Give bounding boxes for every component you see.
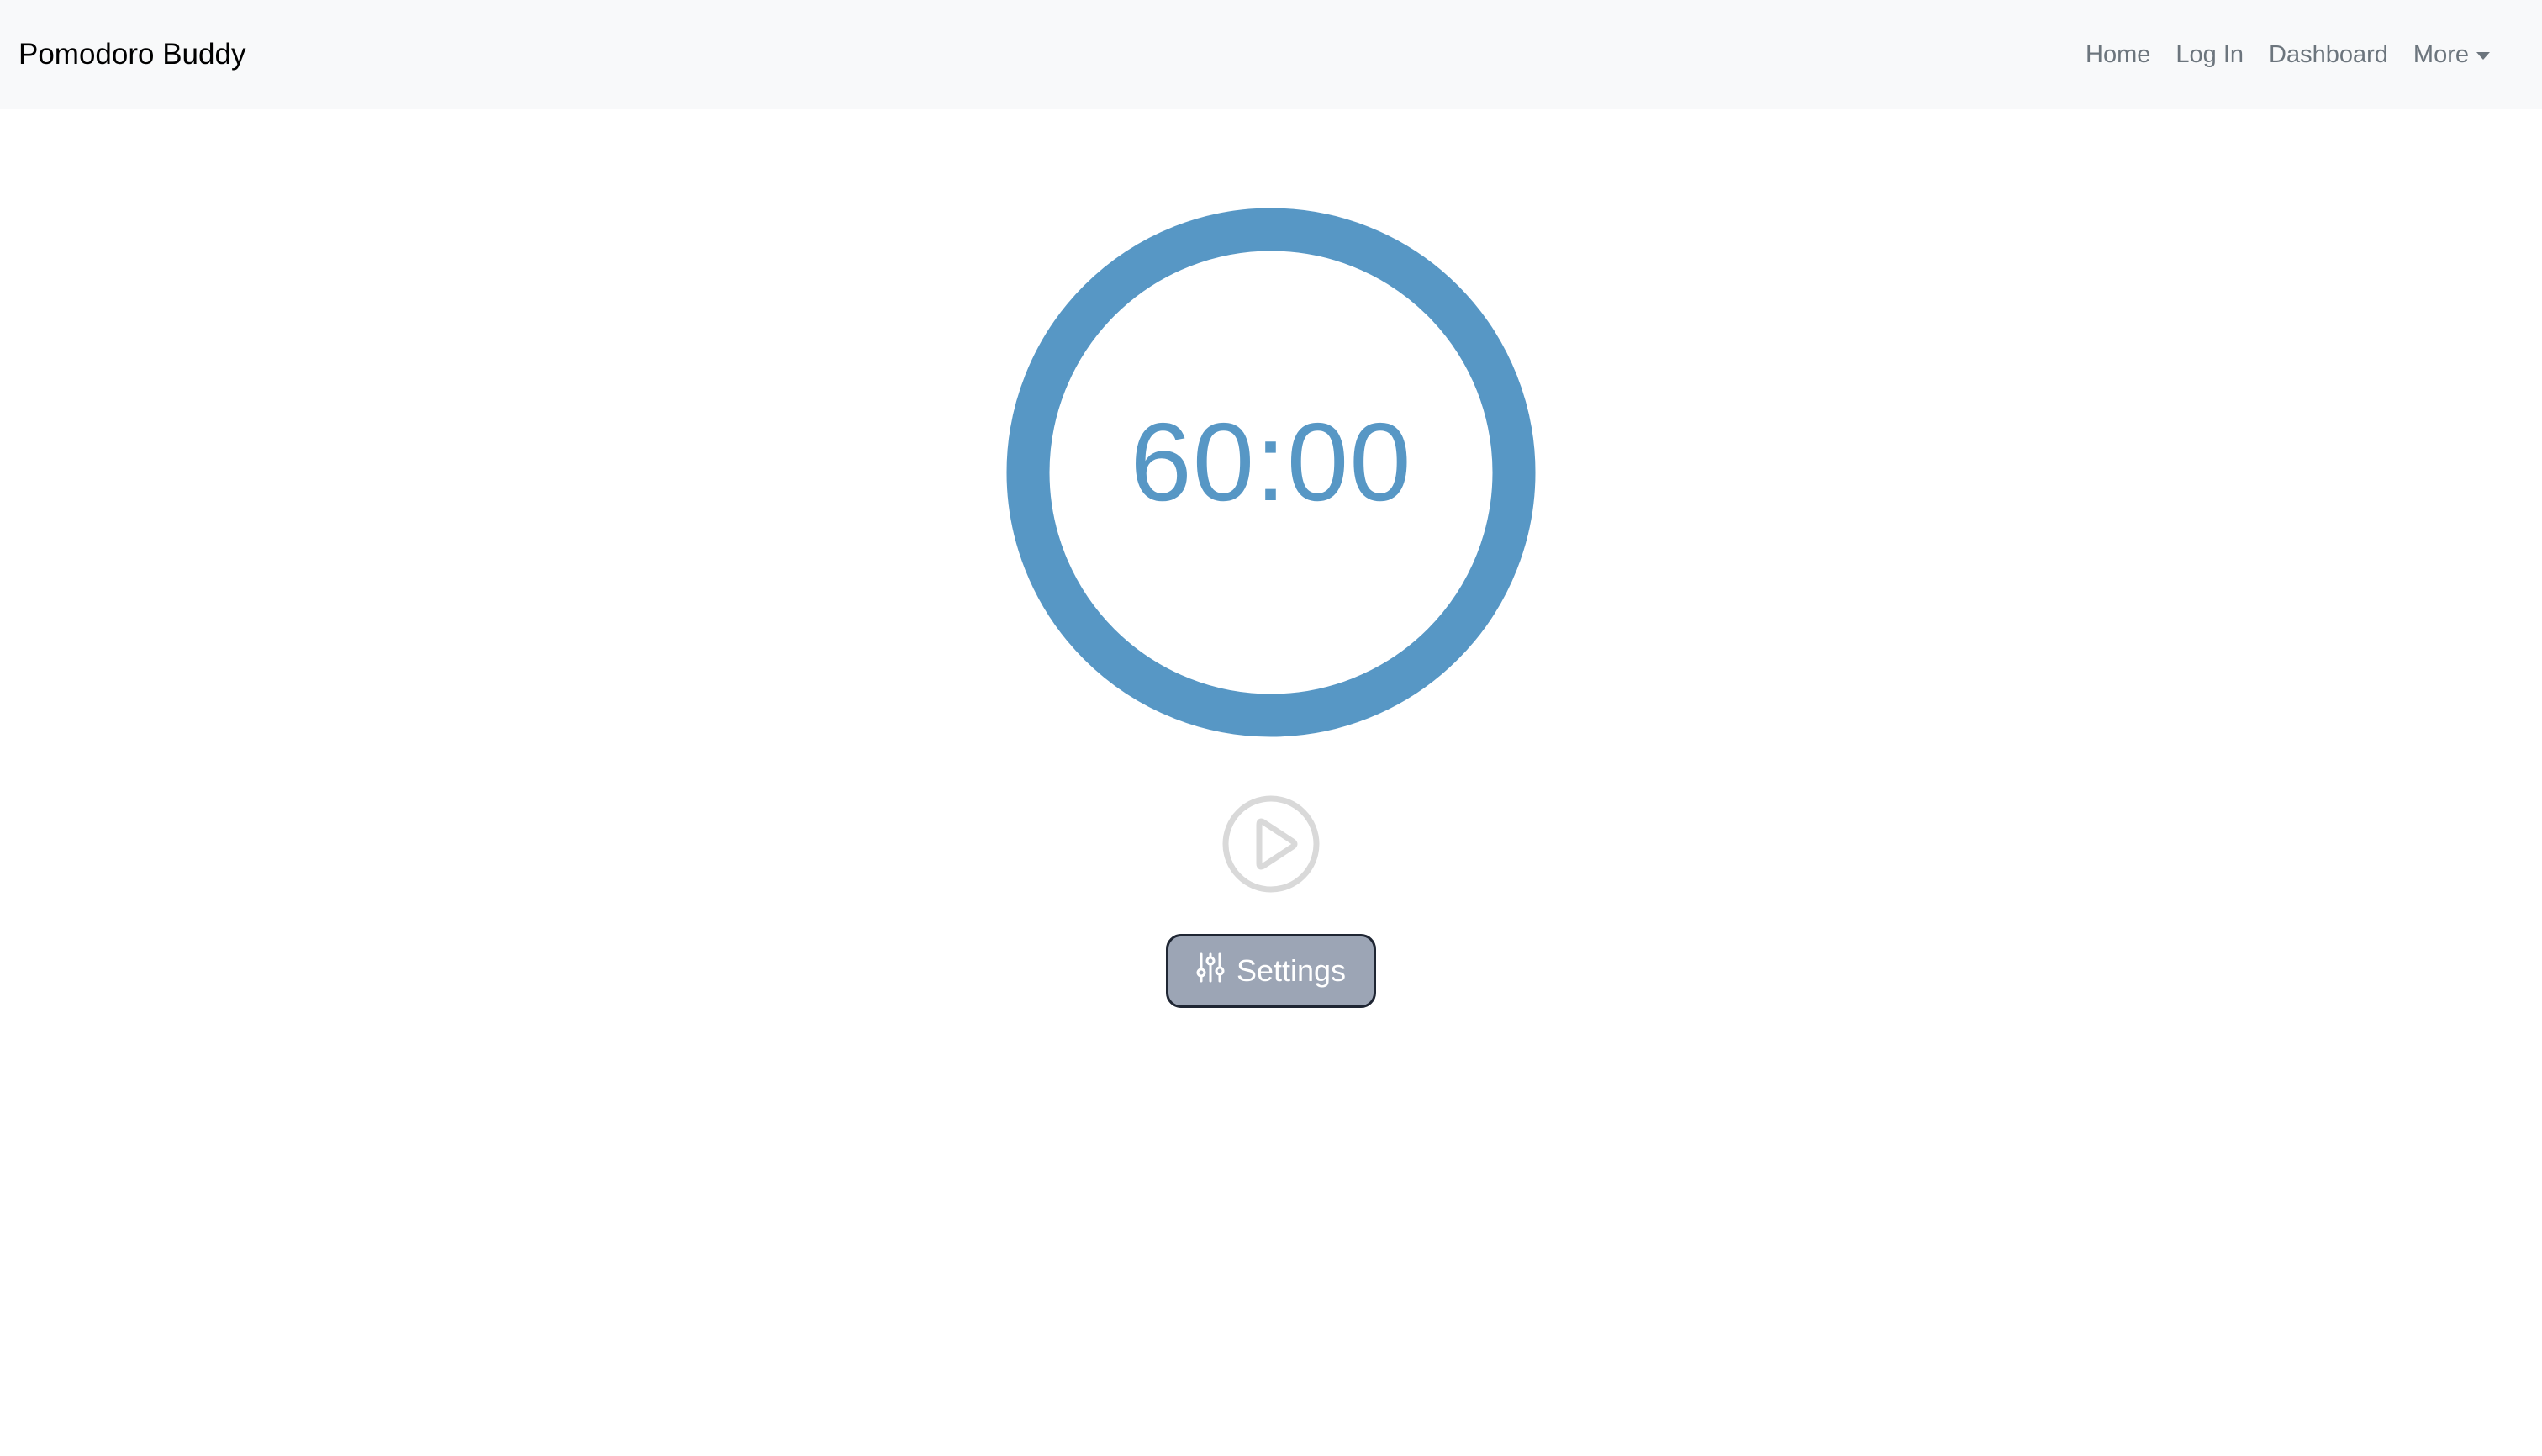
- nav-dropdown-more[interactable]: More: [2413, 34, 2490, 76]
- timer-ring-progress: [1006, 208, 1536, 737]
- play-circle-icon[interactable]: [1221, 794, 1321, 894]
- timer-progress-ring: [1006, 208, 1536, 737]
- settings-button-label: Settings: [1236, 953, 1347, 988]
- nav-dropdown-more-label: More: [2413, 41, 2469, 68]
- timer-display: 60:00: [1130, 400, 1412, 524]
- nav-link-home-label: Home: [2086, 41, 2151, 68]
- nav-links: Home Log In Dashboard More: [2086, 34, 2490, 76]
- brand-link[interactable]: Pomodoro Buddy: [18, 38, 246, 71]
- sliders-icon: [1196, 952, 1225, 983]
- nav-link-home[interactable]: Home: [2086, 34, 2150, 76]
- nav-link-dashboard[interactable]: Dashboard: [2269, 34, 2388, 76]
- nav-link-dashboard-label: Dashboard: [2269, 41, 2388, 68]
- nav-link-login-label: Log In: [2175, 41, 2244, 68]
- caret-down-icon: [2476, 51, 2490, 60]
- nav-link-login[interactable]: Log In: [2175, 34, 2244, 76]
- navbar: Pomodoro Buddy Home Log In Dashboard Mor…: [0, 0, 2542, 109]
- settings-button[interactable]: Settings: [1166, 934, 1376, 1008]
